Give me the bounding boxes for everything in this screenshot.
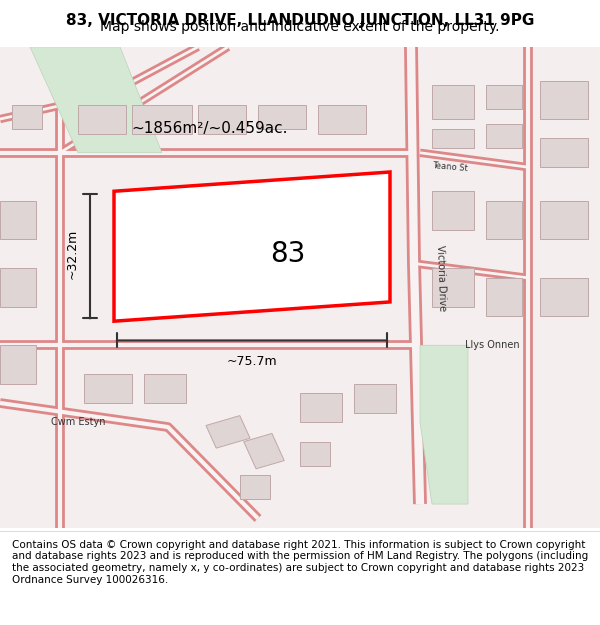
Polygon shape [78,104,126,134]
Polygon shape [318,104,366,134]
Text: Map shows position and indicative extent of the property.: Map shows position and indicative extent… [100,20,500,34]
Polygon shape [0,345,36,384]
Polygon shape [258,104,306,129]
Polygon shape [420,345,468,504]
Polygon shape [0,201,36,239]
Polygon shape [432,268,474,307]
Polygon shape [206,416,250,448]
Text: Llys Onnen: Llys Onnen [464,340,520,350]
Polygon shape [486,201,522,239]
Polygon shape [540,278,588,316]
Polygon shape [12,104,42,129]
Text: 83, VICTORIA DRIVE, LLANDUDNO JUNCTION, LL31 9PG: 83, VICTORIA DRIVE, LLANDUDNO JUNCTION, … [66,13,534,28]
Text: ~75.7m: ~75.7m [227,355,277,368]
Polygon shape [432,129,474,148]
Polygon shape [432,86,474,119]
Polygon shape [486,278,522,316]
Polygon shape [0,268,36,307]
Polygon shape [432,191,474,230]
Text: ~1856m²/~0.459ac.: ~1856m²/~0.459ac. [132,121,288,136]
Polygon shape [30,47,162,152]
Text: 83: 83 [271,240,305,268]
Polygon shape [354,384,396,412]
Polygon shape [114,172,390,321]
Text: ~32.2m: ~32.2m [65,229,79,279]
Text: Victoria Drive: Victoria Drive [435,244,447,311]
Polygon shape [84,374,132,403]
Polygon shape [132,104,192,134]
Polygon shape [540,81,588,119]
Polygon shape [300,441,330,466]
Text: Teano St: Teano St [432,161,468,173]
Polygon shape [300,393,342,422]
Polygon shape [486,124,522,148]
Polygon shape [144,374,186,403]
Polygon shape [540,201,588,239]
Polygon shape [240,475,270,499]
Polygon shape [198,104,246,134]
Text: Cwm Estyn: Cwm Estyn [51,418,105,428]
Polygon shape [540,138,588,167]
Polygon shape [244,434,284,469]
Polygon shape [486,86,522,109]
Text: Contains OS data © Crown copyright and database right 2021. This information is : Contains OS data © Crown copyright and d… [12,540,588,584]
